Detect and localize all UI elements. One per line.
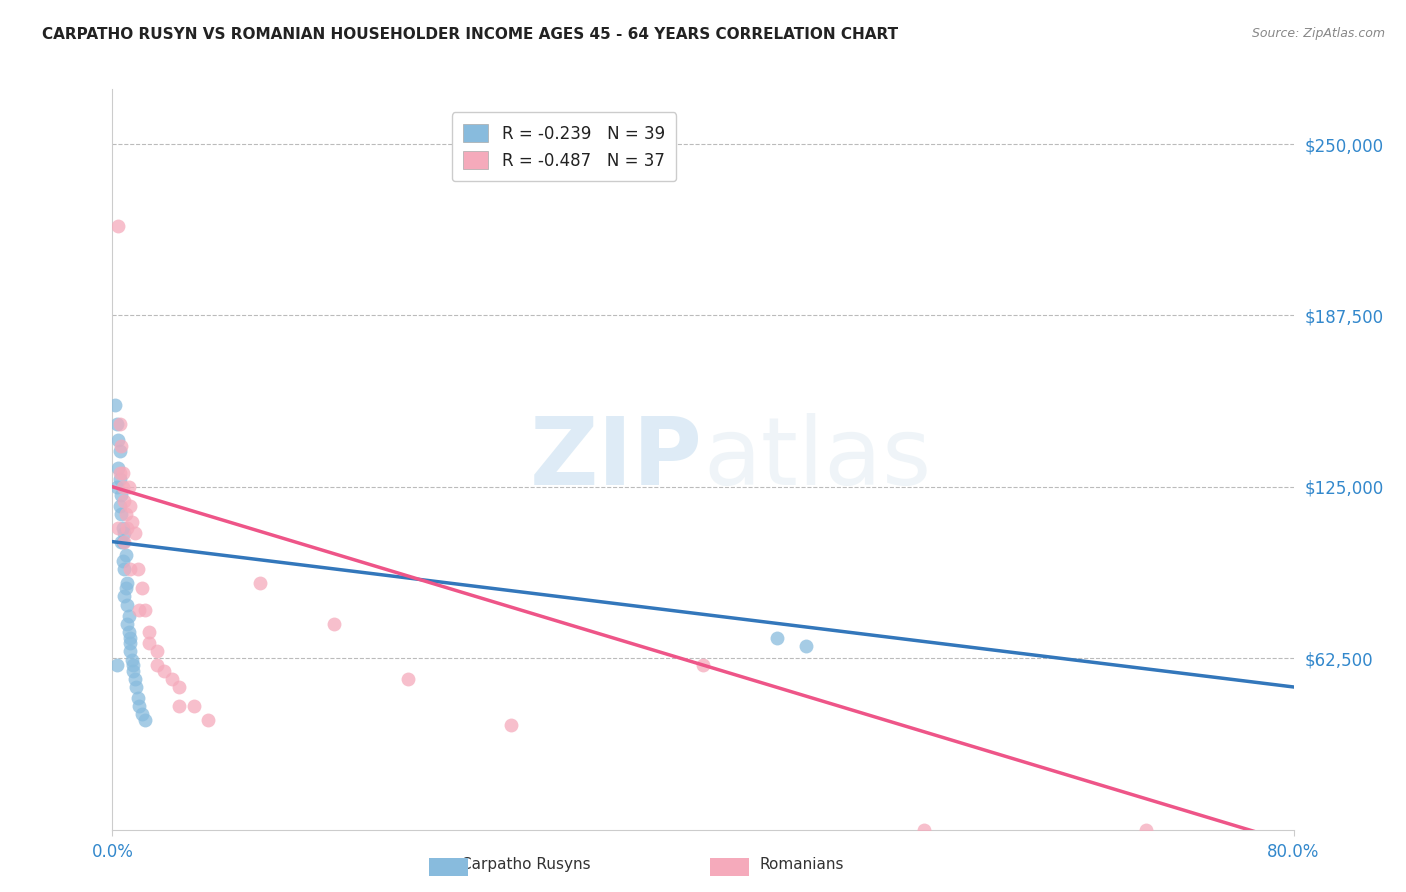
Point — [128, 603, 150, 617]
Point — [167, 680, 190, 694]
Point — [1135, 822, 1157, 837]
Text: atlas: atlas — [703, 413, 931, 506]
Point — [111, 534, 134, 549]
Point — [766, 631, 789, 645]
Point — [111, 521, 134, 535]
Point — [114, 507, 136, 521]
Point — [138, 636, 160, 650]
Point — [183, 699, 205, 714]
Point — [501, 718, 523, 732]
Point — [127, 562, 149, 576]
Point — [105, 480, 128, 494]
Point — [110, 534, 132, 549]
Text: Source: ZipAtlas.com: Source: ZipAtlas.com — [1251, 27, 1385, 40]
Point — [112, 534, 135, 549]
Point — [111, 480, 134, 494]
Point — [118, 608, 141, 623]
Text: Carpatho Rusyns: Carpatho Rusyns — [461, 857, 591, 872]
Point — [197, 713, 219, 727]
Point — [107, 521, 129, 535]
Point — [796, 639, 818, 653]
Point — [111, 466, 134, 480]
Point — [138, 625, 160, 640]
Point — [111, 554, 134, 568]
Point — [108, 417, 131, 431]
Point — [108, 499, 131, 513]
Point — [117, 616, 138, 631]
Point — [112, 526, 135, 541]
Point — [122, 658, 145, 673]
Point — [108, 472, 131, 486]
Point — [128, 699, 150, 714]
Point — [117, 598, 138, 612]
Point — [124, 672, 146, 686]
Point — [110, 488, 132, 502]
Point — [131, 707, 153, 722]
Point — [120, 499, 142, 513]
Point — [114, 581, 136, 595]
Point — [124, 526, 146, 541]
Point — [249, 575, 271, 590]
Point — [146, 644, 169, 658]
Point — [167, 699, 190, 714]
Point — [118, 480, 141, 494]
Point — [117, 575, 138, 590]
Point — [153, 664, 176, 678]
Text: CARPATHO RUSYN VS ROMANIAN HOUSEHOLDER INCOME AGES 45 - 64 YEARS CORRELATION CHA: CARPATHO RUSYN VS ROMANIAN HOUSEHOLDER I… — [42, 27, 898, 42]
Point — [110, 439, 132, 453]
Point — [396, 672, 419, 686]
Point — [107, 219, 129, 234]
Text: Romanians: Romanians — [759, 857, 844, 872]
Point — [117, 521, 138, 535]
Point — [122, 664, 145, 678]
Point — [120, 631, 142, 645]
Point — [108, 444, 131, 458]
Point — [146, 658, 169, 673]
Point — [120, 644, 142, 658]
Point — [118, 625, 141, 640]
Point — [107, 433, 129, 447]
Point — [110, 507, 132, 521]
Text: ZIP: ZIP — [530, 413, 703, 506]
Point — [121, 516, 143, 530]
Point — [131, 581, 153, 595]
Point — [127, 690, 149, 705]
Point — [120, 562, 142, 576]
Point — [112, 590, 135, 604]
Point — [323, 616, 346, 631]
Point — [108, 466, 131, 480]
Point — [692, 658, 714, 673]
Point — [112, 562, 135, 576]
Legend: R = -0.239   N = 39, R = -0.487   N = 37: R = -0.239 N = 39, R = -0.487 N = 37 — [451, 112, 676, 181]
Point — [112, 493, 135, 508]
Point — [134, 603, 156, 617]
Point — [134, 713, 156, 727]
Point — [105, 417, 128, 431]
Point — [125, 680, 148, 694]
Point — [914, 822, 936, 837]
Point — [104, 398, 127, 412]
Point — [105, 658, 128, 673]
Point — [121, 652, 143, 666]
Point — [114, 549, 136, 563]
Point — [107, 460, 129, 475]
Point — [160, 672, 183, 686]
Point — [120, 636, 142, 650]
